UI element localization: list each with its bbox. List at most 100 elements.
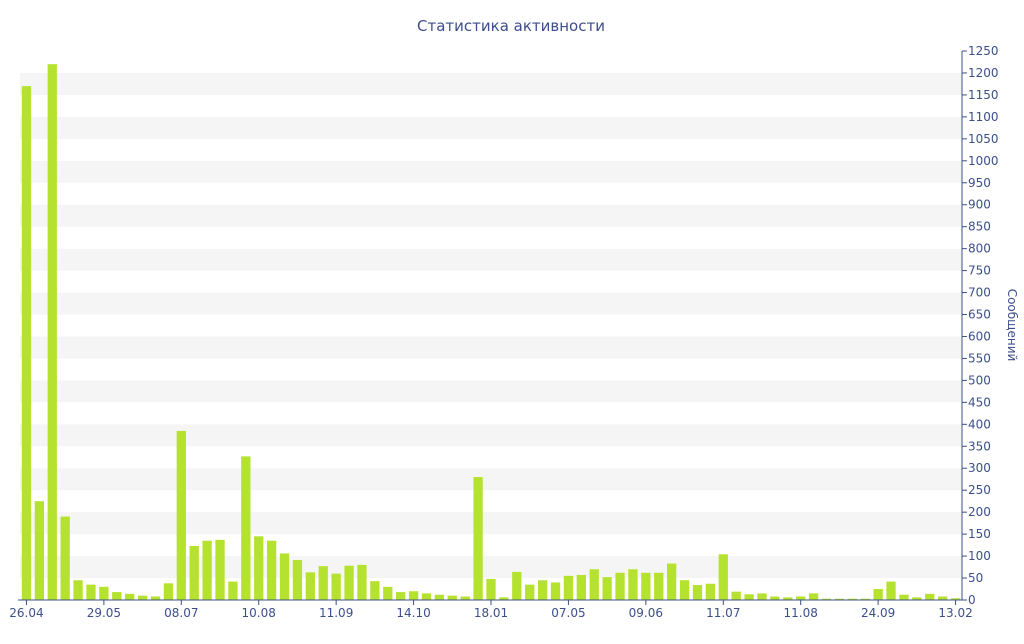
bar bbox=[34, 501, 44, 600]
y-tick-label: 900 bbox=[968, 198, 991, 212]
bar bbox=[421, 593, 432, 600]
y-tick-label: 400 bbox=[968, 417, 991, 431]
y-tick-label: 750 bbox=[968, 264, 991, 278]
bar bbox=[705, 583, 716, 600]
y-tick-label: 300 bbox=[968, 461, 991, 475]
bar bbox=[447, 595, 457, 600]
bar bbox=[396, 592, 406, 600]
bar bbox=[125, 593, 135, 600]
chart-title: Статистика активности bbox=[417, 17, 605, 35]
x-tick-label: 13.02 bbox=[938, 606, 972, 620]
x-tick-label: 11.08 bbox=[784, 606, 818, 620]
bar bbox=[60, 516, 70, 600]
bar bbox=[512, 571, 522, 600]
bar bbox=[99, 586, 109, 600]
bar bbox=[176, 430, 186, 600]
x-tick-label: 14.10 bbox=[396, 606, 430, 620]
grid-band bbox=[20, 204, 962, 227]
bar bbox=[873, 589, 883, 600]
y-tick-label: 200 bbox=[968, 505, 991, 519]
y-tick-label: 500 bbox=[968, 373, 991, 387]
bar bbox=[667, 563, 677, 600]
grid-band bbox=[20, 556, 962, 579]
bar bbox=[847, 598, 857, 600]
bar bbox=[383, 586, 393, 600]
y-tick-label: 1100 bbox=[968, 110, 999, 124]
x-tick-label: 18.01 bbox=[474, 606, 508, 620]
y-tick-label: 250 bbox=[968, 483, 991, 497]
bar bbox=[202, 540, 212, 600]
grid-band bbox=[20, 116, 962, 139]
bar bbox=[602, 577, 612, 600]
bar bbox=[434, 594, 445, 600]
bar bbox=[860, 598, 870, 600]
grid-bands bbox=[20, 72, 962, 579]
bar bbox=[628, 569, 638, 600]
bar bbox=[215, 539, 225, 600]
y-tick-label: 1000 bbox=[968, 154, 999, 168]
bar bbox=[279, 553, 290, 600]
bar bbox=[318, 566, 328, 600]
bar bbox=[150, 596, 161, 600]
y-axis: 0 50 100 150 200 250 300 350 400 450 500 550 600 650 7… bbox=[961, 44, 999, 607]
y-tick-label: 550 bbox=[968, 351, 991, 365]
bar bbox=[563, 575, 574, 600]
bar bbox=[912, 597, 922, 600]
y-tick-label: 450 bbox=[968, 395, 991, 409]
y-tick-label: 1200 bbox=[968, 66, 999, 80]
x-tick-label: 11.07 bbox=[706, 606, 740, 620]
x-tick-label: 24.09 bbox=[861, 606, 895, 620]
bar bbox=[654, 572, 664, 600]
bar bbox=[305, 572, 315, 600]
bar bbox=[938, 596, 948, 600]
grid-band bbox=[20, 72, 962, 95]
y-tick-label: 0 bbox=[968, 593, 976, 607]
bar bbox=[241, 456, 251, 600]
bar bbox=[473, 477, 483, 600]
x-tick-label: 09.06 bbox=[629, 606, 663, 620]
bar bbox=[679, 580, 690, 600]
bar bbox=[757, 593, 767, 600]
bar bbox=[950, 598, 961, 600]
grid-band bbox=[20, 380, 962, 403]
bar bbox=[641, 572, 651, 600]
bar bbox=[821, 598, 832, 600]
bar bbox=[254, 536, 264, 600]
bar bbox=[537, 580, 548, 600]
bar bbox=[525, 584, 535, 600]
bar bbox=[266, 540, 277, 600]
y-tick-label: 800 bbox=[968, 242, 991, 256]
x-axis: 26.04 29.05 08.07 10.08 11.09 14.10 18.01 07.05… bbox=[9, 599, 973, 620]
y-tick-label: 1150 bbox=[968, 88, 999, 102]
x-tick-label: 11.09 bbox=[319, 606, 353, 620]
bar bbox=[589, 569, 599, 600]
bar bbox=[344, 565, 354, 600]
bar bbox=[292, 560, 303, 600]
x-tick-label: 29.05 bbox=[87, 606, 121, 620]
grid-band bbox=[20, 292, 962, 315]
bar bbox=[576, 574, 586, 600]
y-tick-label: 700 bbox=[968, 286, 991, 300]
y-tick-label: 650 bbox=[968, 308, 991, 322]
y-tick-label: 1250 bbox=[968, 44, 999, 58]
bar bbox=[486, 578, 496, 600]
bar bbox=[834, 598, 845, 600]
bar bbox=[731, 591, 741, 600]
grid-band bbox=[20, 336, 962, 359]
y-tick-label: 600 bbox=[968, 329, 991, 343]
bar bbox=[112, 592, 122, 600]
bar bbox=[899, 594, 909, 600]
y-tick-label: 1050 bbox=[968, 132, 999, 146]
x-tick-label: 10.08 bbox=[242, 606, 276, 620]
y-tick-label: 100 bbox=[968, 549, 991, 563]
bar bbox=[370, 581, 380, 600]
bar bbox=[21, 86, 32, 600]
grid-band bbox=[20, 160, 962, 183]
bar bbox=[137, 595, 148, 600]
bar bbox=[886, 581, 896, 600]
bar bbox=[550, 582, 561, 600]
bar bbox=[86, 584, 96, 600]
bar bbox=[228, 581, 238, 600]
